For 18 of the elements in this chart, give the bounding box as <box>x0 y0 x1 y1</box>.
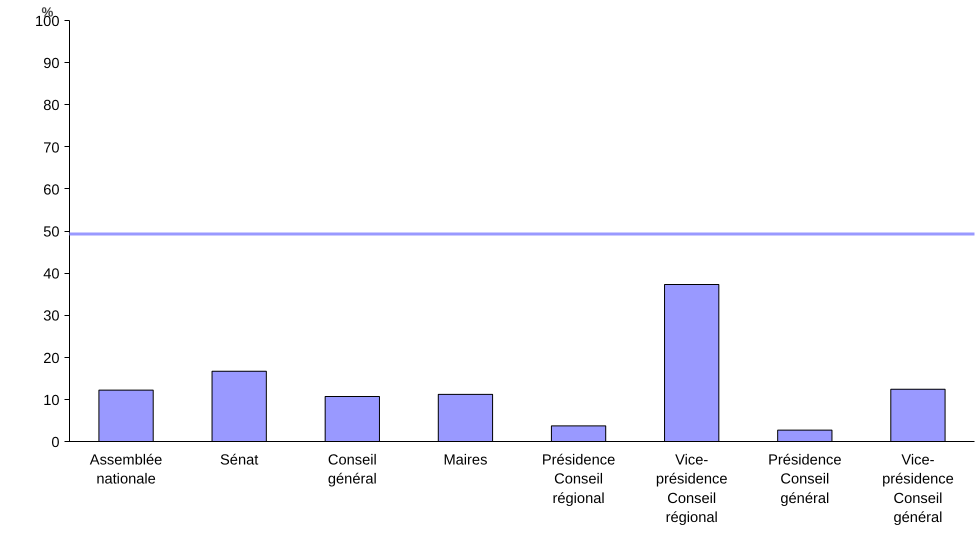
y-tick-label: 20 <box>43 350 60 367</box>
y-tick-label: 10 <box>43 392 60 409</box>
x-tick-label: Vice-présidence Conseil régional <box>656 452 728 526</box>
x-tick-label: Présidence Conseil régional <box>542 452 616 507</box>
x-tick-label: Vice-présidence Conseil général <box>882 452 954 526</box>
x-tick-label: Assemblée nationale <box>90 452 162 488</box>
y-tick-label: 60 <box>43 182 60 198</box>
y-tick-label: 30 <box>43 308 60 325</box>
y-tick-label: 0 <box>51 435 60 451</box>
x-tick-label: Conseil général <box>328 452 377 488</box>
x-tick-label: Présidence Conseil général <box>768 452 842 507</box>
y-tick-label: 80 <box>43 98 60 114</box>
y-tick-label: 70 <box>43 140 60 156</box>
y-tick-label: 50 <box>43 224 60 240</box>
x-tick-label: Maires <box>443 452 488 468</box>
x-tick-label: Sénat <box>220 452 258 468</box>
y-tick-label: 90 <box>43 56 60 72</box>
y-tick-label: 40 <box>43 266 60 283</box>
